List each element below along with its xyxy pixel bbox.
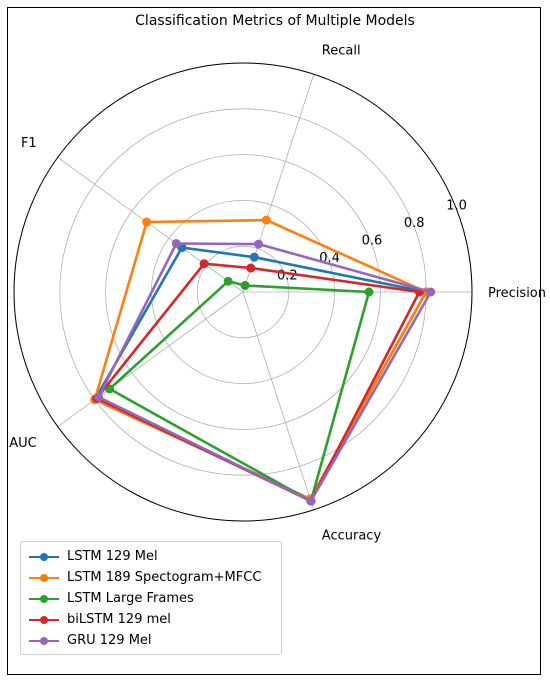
series-point — [199, 259, 209, 269]
axis-label-auc: AUC — [9, 436, 37, 451]
series-point — [306, 496, 316, 506]
legend-item: LSTM Large Frames — [29, 588, 281, 609]
series-line — [93, 218, 428, 501]
legend-label: LSTM 129 Mel — [67, 549, 158, 564]
series-line — [97, 242, 433, 503]
series-point — [240, 280, 250, 290]
radial-tick-label: 0.6 — [362, 233, 383, 248]
series-point — [426, 287, 436, 297]
grid-spoke — [57, 157, 244, 293]
legend-item: LSTM 189 Spectogram+MFCC — [29, 567, 281, 588]
chart-title: Classification Metrics of Multiple Model… — [135, 13, 415, 29]
legend-swatch — [29, 593, 59, 605]
axis-label-recall: Recall — [322, 43, 361, 58]
legend-swatch — [29, 635, 59, 647]
series-line — [95, 262, 421, 503]
legend-swatch — [29, 572, 59, 584]
series-point — [249, 252, 259, 262]
legend-swatch — [29, 614, 59, 626]
legend: LSTM 129 Mel LSTM 189 Spectogram+MFCC LSTM… — [20, 541, 282, 655]
series-line — [108, 279, 371, 503]
axis-label-f1: F1 — [21, 136, 37, 151]
series-point — [246, 263, 256, 273]
axis-label-accuracy: Accuracy — [322, 529, 382, 544]
series-point — [254, 239, 264, 249]
grid-spoke — [242, 291, 315, 510]
legend-item: GRU 129 Mel — [29, 630, 281, 651]
radial-tick-label: 0.2 — [277, 268, 298, 283]
series-point — [223, 276, 233, 286]
legend-label: LSTM Large Frames — [67, 591, 194, 606]
radial-tick-label: 1.0 — [446, 198, 467, 213]
legend-label: biLSTM 129 mel — [67, 612, 171, 627]
grid-spoke — [57, 291, 244, 427]
polar-frame — [13, 62, 473, 522]
legend-swatch — [29, 551, 59, 563]
radial-tick-label: 0.8 — [404, 216, 425, 231]
legend-label: GRU 129 Mel — [67, 633, 152, 648]
figure-frame — [7, 7, 541, 675]
series-point — [364, 287, 374, 297]
series-point — [261, 215, 271, 225]
series-point — [171, 239, 181, 249]
series-point — [93, 392, 103, 402]
legend-item: LSTM 129 Mel — [29, 546, 281, 567]
legend-label: LSTM 189 Spectogram+MFCC — [67, 570, 262, 585]
legend-item: biLSTM 129 mel — [29, 609, 281, 630]
series-point — [142, 217, 152, 227]
axis-label-precision: Precision — [488, 286, 546, 301]
